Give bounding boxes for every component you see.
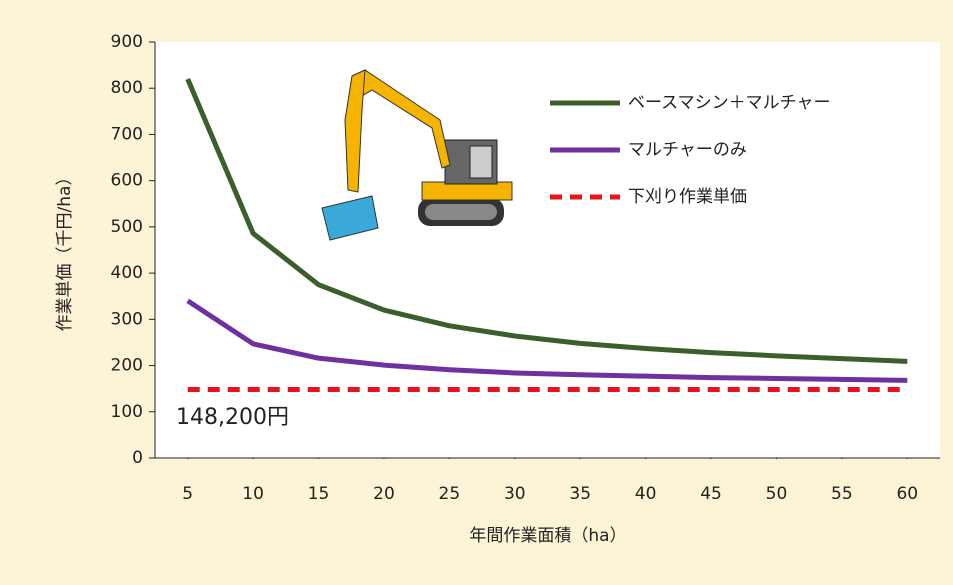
x-tick-label: 5 — [182, 484, 193, 504]
x-tick-label: 25 — [439, 484, 461, 504]
y-tick-label: 100 — [111, 402, 143, 422]
series-line — [185, 78, 908, 364]
x-tick-label: 50 — [766, 484, 788, 504]
x-tick-label: 55 — [831, 484, 853, 504]
y-tick-label: 800 — [111, 78, 143, 98]
annotation: 148,200円 — [176, 405, 289, 430]
y-axis-title: 作業単価（千円/ha） — [55, 169, 75, 332]
y-tick-label: 900 — [111, 32, 143, 52]
x-tick-label: 15 — [308, 484, 330, 504]
legend-label: ベースマシン＋マルチャー — [628, 93, 830, 113]
x-axis-title: 年間作業面積（ha） — [469, 526, 626, 546]
x-tick-label: 45 — [700, 484, 722, 504]
series-line — [186, 298, 908, 383]
x-tick-label: 20 — [373, 484, 395, 504]
x-tick-label: 60 — [896, 484, 918, 504]
legend-label: 下刈り作業単価 — [628, 187, 747, 207]
y-tick-label: 500 — [111, 217, 143, 237]
x-tick-label: 40 — [635, 484, 657, 504]
y-tick-label: 300 — [111, 309, 143, 329]
y-tick-label: 200 — [111, 356, 143, 376]
excavator-illustration — [321, 69, 513, 241]
x-tick-label: 30 — [504, 484, 526, 504]
x-tick-label: 10 — [242, 484, 264, 504]
y-tick-label: 600 — [111, 171, 143, 191]
y-tick-label: 400 — [111, 263, 143, 283]
y-tick-label: 0 — [132, 448, 143, 468]
legend-label: マルチャーのみ — [628, 140, 747, 160]
x-tick-label: 35 — [569, 484, 591, 504]
y-tick-label: 700 — [111, 124, 143, 144]
